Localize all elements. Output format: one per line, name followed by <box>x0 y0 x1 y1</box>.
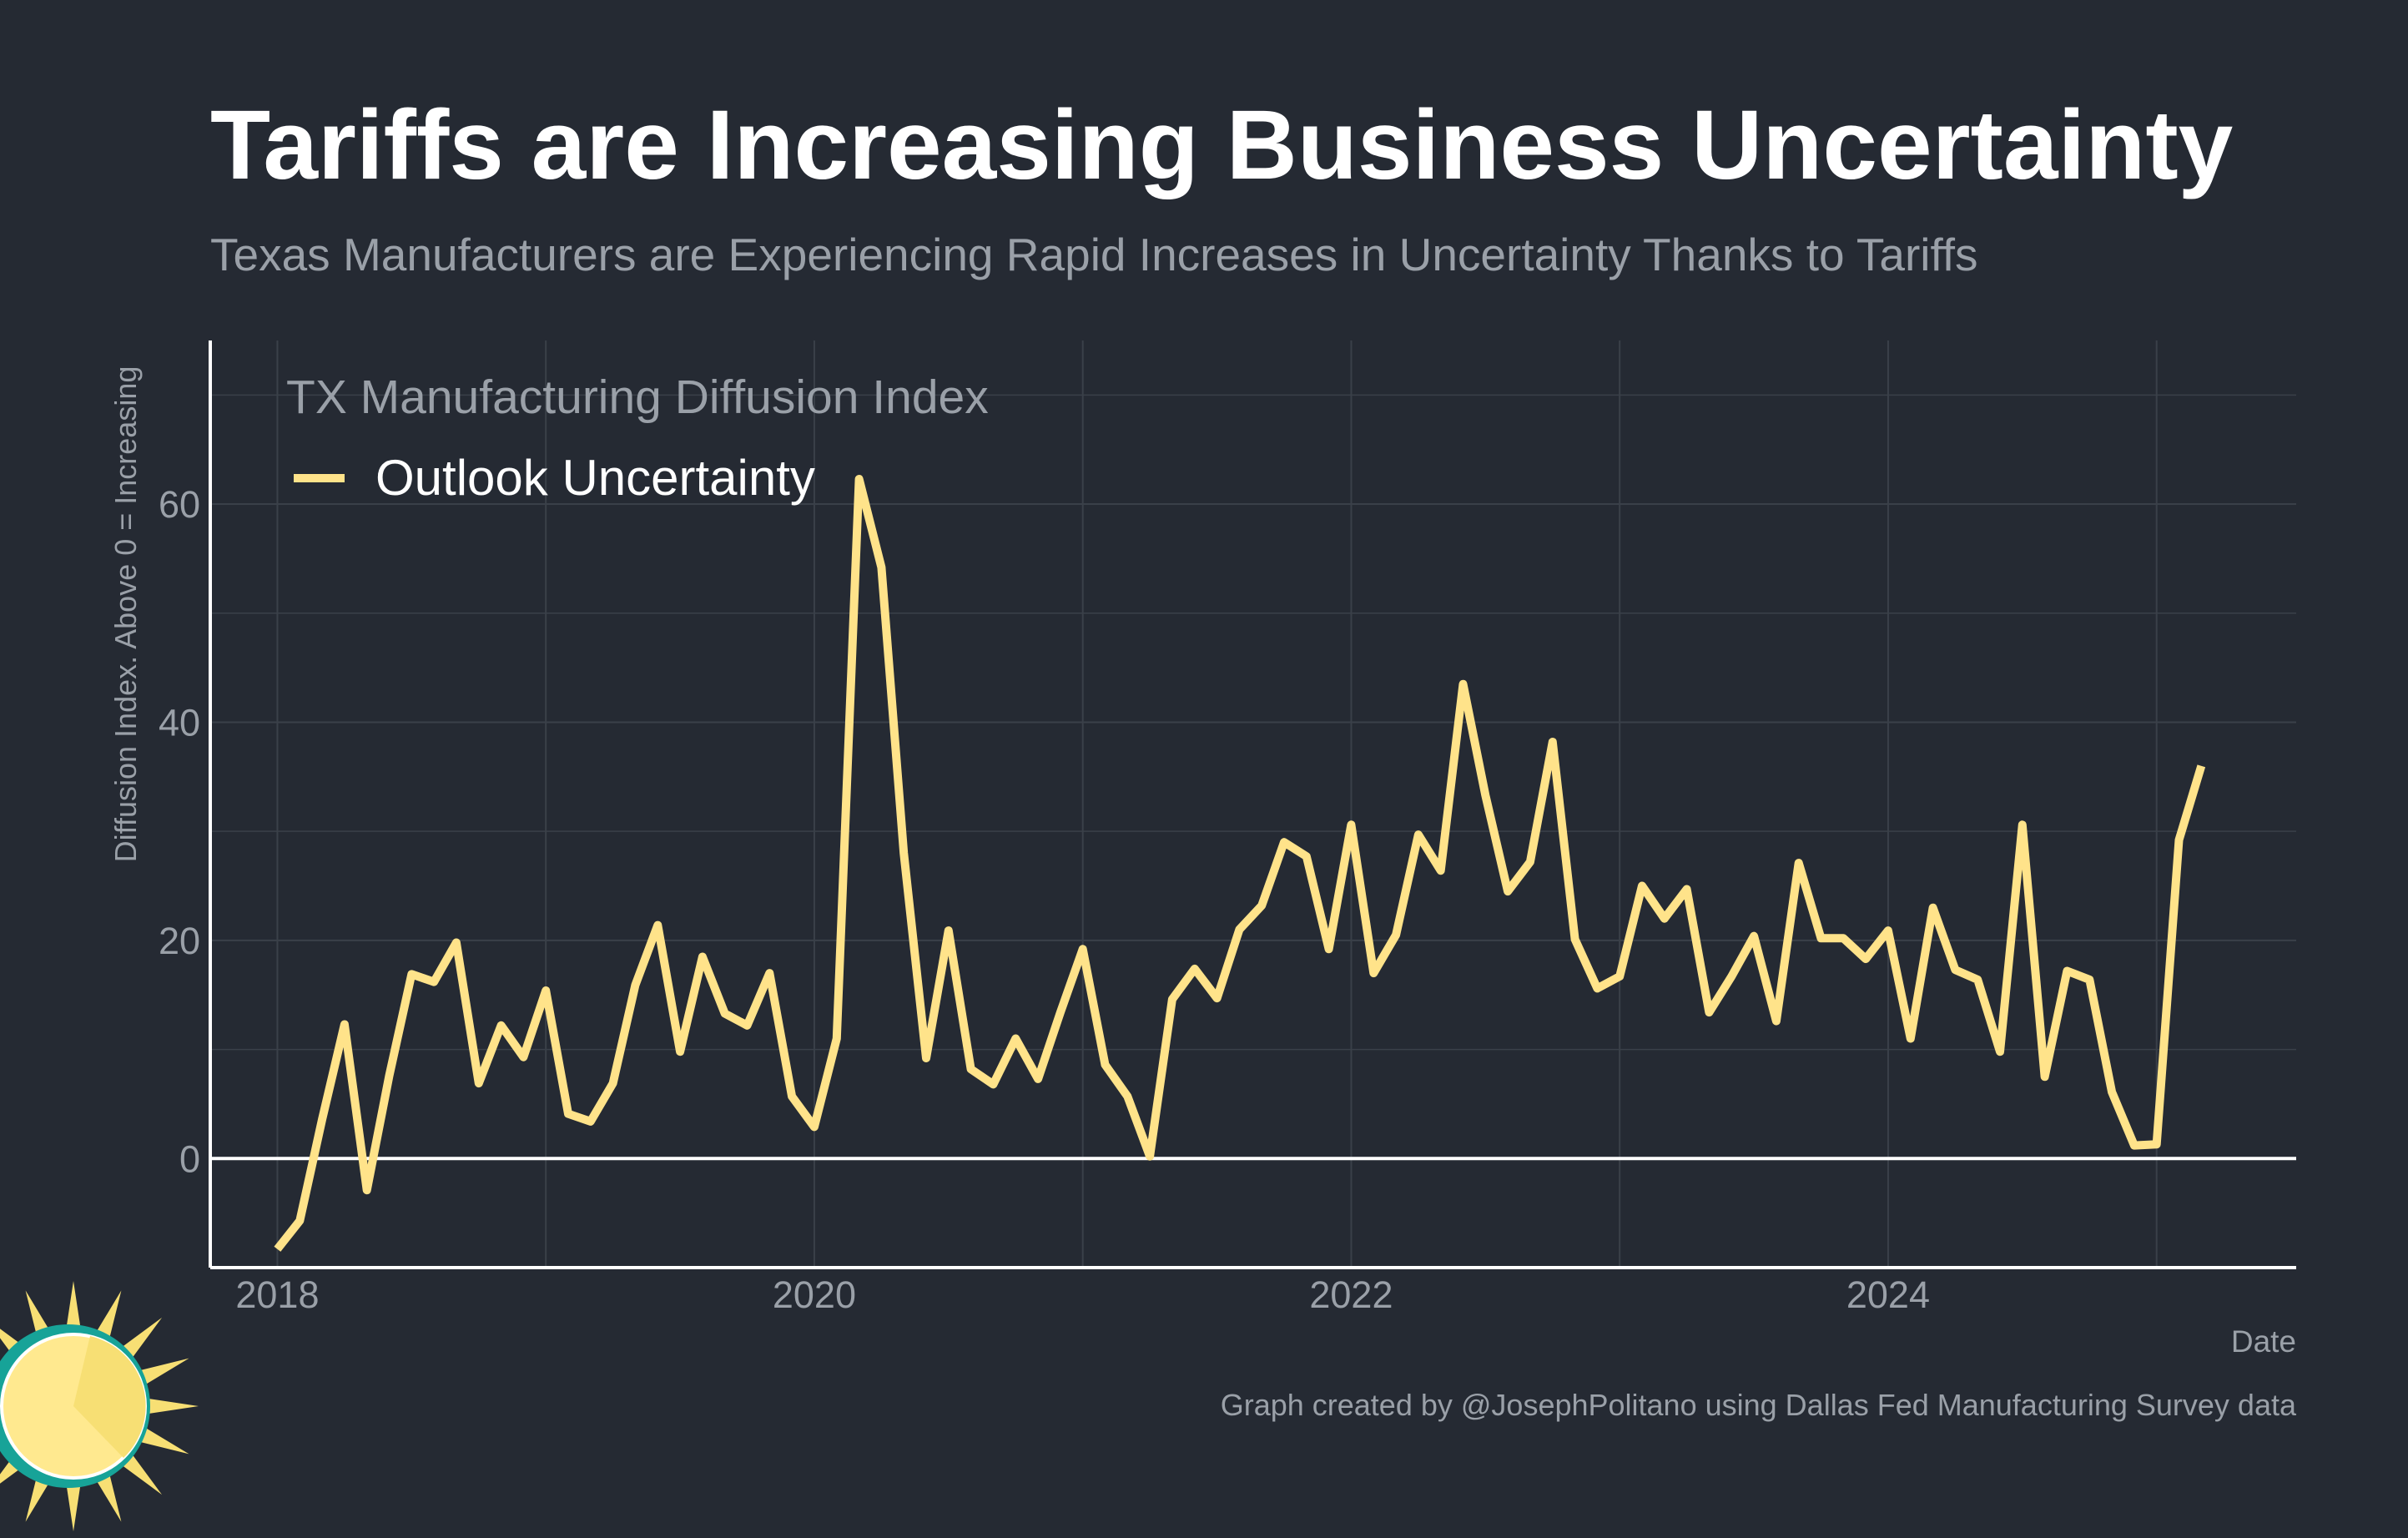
y-tick-label: 20 <box>159 920 200 962</box>
x-axis-title: Date <box>2231 1324 2296 1359</box>
tick-labels: 0 20 40 60 2018 2020 2022 2024 <box>159 483 1930 1316</box>
chart-title: Tariffs are Increasing Business Uncertai… <box>210 90 2234 200</box>
x-tick-label: 2020 <box>773 1273 856 1316</box>
x-tick-label: 2018 <box>235 1273 319 1316</box>
x-tick-label: 2024 <box>1846 1273 1930 1316</box>
axes <box>209 340 2296 1269</box>
y-tick-label: 40 <box>159 701 200 744</box>
legend-label: Outlook Uncertainty <box>375 450 815 506</box>
chart-subtitle: Texas Manufacturers are Experiencing Rap… <box>210 229 1978 280</box>
series-line-outlook-uncertainty <box>274 475 2206 1252</box>
series-layer <box>274 475 2206 1252</box>
legend: TX Manufacturing Diffusion Index Outlook… <box>286 371 989 506</box>
sun-icon <box>0 1281 199 1531</box>
legend-title: TX Manufacturing Diffusion Index <box>286 371 989 424</box>
y-tick-label: 0 <box>179 1137 200 1180</box>
x-tick-label: 2022 <box>1309 1273 1393 1316</box>
sun-disc-shade <box>73 1336 146 1458</box>
y-tick-label: 60 <box>159 483 200 526</box>
y-axis-title: Diffusion Index. Above 0 = Increasing <box>108 366 143 863</box>
source-caption: Graph created by @JosephPolitano using D… <box>1220 1388 2296 1422</box>
